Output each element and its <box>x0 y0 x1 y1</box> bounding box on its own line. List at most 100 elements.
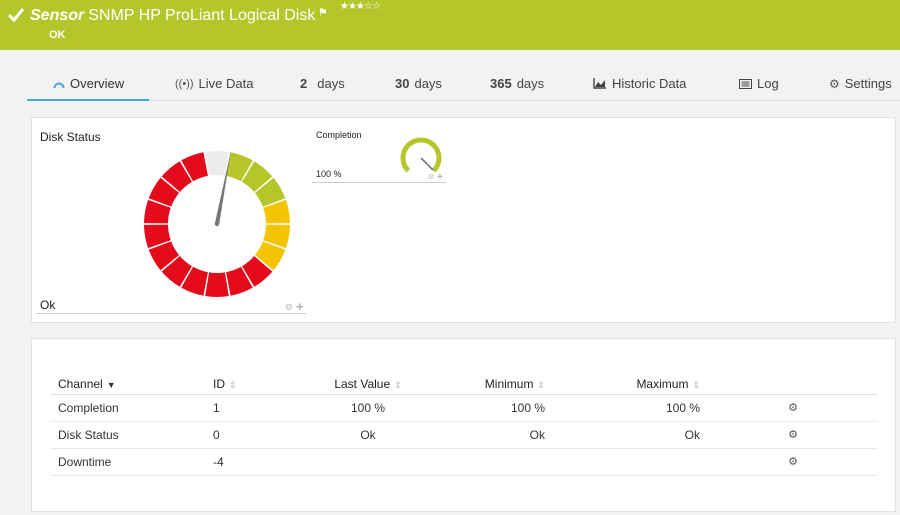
cell-channel[interactable]: Completion <box>50 394 205 422</box>
status-badge: OK <box>49 29 66 41</box>
table-row[interactable]: Disk Status 0 Ok Ok Ok ⚙ <box>50 421 878 449</box>
cell-id: -4 <box>205 448 293 476</box>
cell-id: 1 <box>205 394 293 422</box>
tab-log[interactable]: Log <box>739 76 779 91</box>
table-row[interactable]: Completion 1 100 % 100 % 100 % ⚙ <box>50 394 878 422</box>
channel-settings-icon[interactable]: ⚙ <box>708 394 878 422</box>
completion-gauge-value: 100 % <box>316 169 342 179</box>
sort-icon: ⇕ <box>394 379 402 390</box>
gauge-segment <box>263 199 290 224</box>
column-channel-label: Channel <box>58 376 103 391</box>
channels-table: Channel ▼ ID ⇕ Last Value ⇕ Minimum ⇕ Maximu… <box>50 374 878 476</box>
gauge-segment <box>242 161 273 193</box>
tab-30-days-num: 30 <box>395 76 410 91</box>
mini-gauge-settings-icon[interactable]: ⚙ <box>428 174 435 181</box>
check-icon <box>8 8 24 23</box>
tab-2-days-num: 2 <box>300 76 308 91</box>
tab-2-days-unit: days <box>317 76 345 91</box>
table-header-row: Channel ▼ ID ⇕ Last Value ⇕ Minimum ⇕ Maximu… <box>50 374 878 395</box>
tab-365-days-num: 365 <box>490 76 512 91</box>
disk-status-gauge <box>144 149 290 297</box>
column-maximum[interactable]: Maximum ⇕ <box>553 374 708 395</box>
tab-settings[interactable]: ⚙ Settings <box>829 76 892 91</box>
area-chart-icon <box>593 78 606 89</box>
mini-gauge-arc <box>400 137 442 173</box>
gauge-settings-icon[interactable]: ⚙ <box>285 302 294 312</box>
gauge-needle-hub <box>214 221 220 227</box>
gauge-segment <box>181 152 208 182</box>
gauge-segment <box>144 199 171 224</box>
cell-maximum: Ok <box>553 421 708 449</box>
active-tab-indicator <box>27 99 149 101</box>
column-maximum-label: Maximum <box>636 376 689 391</box>
disk-status-gauge-title: Disk Status <box>40 130 101 144</box>
gauge-segment <box>161 161 192 193</box>
gauge-segment <box>161 255 192 287</box>
cell-last-value: Ok <box>293 421 443 449</box>
cell-last-value <box>293 448 443 476</box>
tab-overview-label: Overview <box>70 76 125 91</box>
mini-gauge-pin-icon[interactable]: ✚ <box>437 174 443 181</box>
priority-stars[interactable]: ★★★☆☆ <box>340 1 381 12</box>
gauge-segment <box>144 224 171 249</box>
tab-bar: Overview ((•)) Live Data 2 days 30 days 36… <box>27 72 900 101</box>
sort-icon: ⇕ <box>692 379 700 390</box>
column-id-label: ID <box>213 376 225 391</box>
cell-channel[interactable]: Disk Status <box>50 421 205 449</box>
sensor-header: Sensor SNMP HP ProLiant Logical Disk ⚑ ★★… <box>0 0 900 50</box>
column-channel[interactable]: Channel ▼ <box>50 374 205 395</box>
tab-365-days[interactable]: 365 days <box>490 76 544 91</box>
tab-historic-data-label: Historic Data <box>612 76 687 91</box>
tab-30-days[interactable]: 30 days <box>395 76 442 91</box>
completion-gauge-title: Completion <box>316 130 362 140</box>
gauge-segment <box>205 272 229 297</box>
cell-maximum <box>553 448 708 476</box>
tab-historic-data[interactable]: Historic Data <box>593 76 686 91</box>
sensor-kind-label: Sensor <box>30 7 85 24</box>
mini-gauge-needle <box>420 157 434 171</box>
tab-overview[interactable]: Overview <box>53 76 124 91</box>
channel-settings-icon[interactable]: ⚙ <box>708 448 878 476</box>
gauge-pin-icon[interactable]: ✚ <box>296 302 304 312</box>
tab-settings-label: Settings <box>844 76 892 91</box>
tab-30-days-unit: days <box>414 76 442 91</box>
gauge-divider <box>36 313 306 314</box>
column-actions <box>708 374 878 395</box>
flag-icon[interactable]: ⚑ <box>318 7 328 19</box>
gauge-segment <box>226 152 253 182</box>
column-last-value-label: Last Value <box>334 376 391 391</box>
channels-panel: Channel ▼ ID ⇕ Last Value ⇕ Minimum ⇕ Maximu… <box>31 338 896 512</box>
sensor-name: SNMP HP ProLiant Logical Disk <box>88 7 316 24</box>
cell-minimum: 100 % <box>443 394 553 422</box>
gauge-segment <box>242 255 273 287</box>
broadcast-icon: ((•)) <box>175 77 194 90</box>
cell-channel[interactable]: Downtime <box>50 448 205 476</box>
cell-minimum <box>443 448 553 476</box>
list-icon <box>739 78 752 89</box>
gauge-segment <box>254 177 286 207</box>
mini-gauge-divider <box>312 182 446 183</box>
channel-settings-icon[interactable]: ⚙ <box>708 421 878 449</box>
cell-id: 0 <box>205 421 293 449</box>
gauge-segment <box>226 266 253 296</box>
gauge-needle <box>214 149 232 225</box>
tab-log-label: Log <box>757 76 779 91</box>
column-last-value[interactable]: Last Value ⇕ <box>293 374 443 395</box>
gauge-segment <box>263 224 290 249</box>
disk-status-gauge-value: Ok <box>40 298 56 312</box>
completion-gauge <box>400 137 442 173</box>
gauge-segment <box>148 177 180 207</box>
sort-desc-icon: ▼ <box>106 379 116 390</box>
column-minimum[interactable]: Minimum ⇕ <box>443 374 553 395</box>
cell-last-value: 100 % <box>293 394 443 422</box>
tab-live-data[interactable]: ((•)) Live Data <box>175 76 253 91</box>
table-row[interactable]: Downtime -4 ⚙ <box>50 448 878 476</box>
cell-minimum: Ok <box>443 421 553 449</box>
column-id[interactable]: ID ⇕ <box>205 374 293 395</box>
gauge-segment <box>181 266 208 296</box>
sort-icon: ⇕ <box>229 379 237 390</box>
page-title: Sensor SNMP HP ProLiant Logical Disk <box>30 6 315 26</box>
gauge-segment <box>148 241 180 271</box>
tab-2-days[interactable]: 2 days <box>300 76 345 91</box>
gear-icon: ⚙ <box>829 76 840 91</box>
